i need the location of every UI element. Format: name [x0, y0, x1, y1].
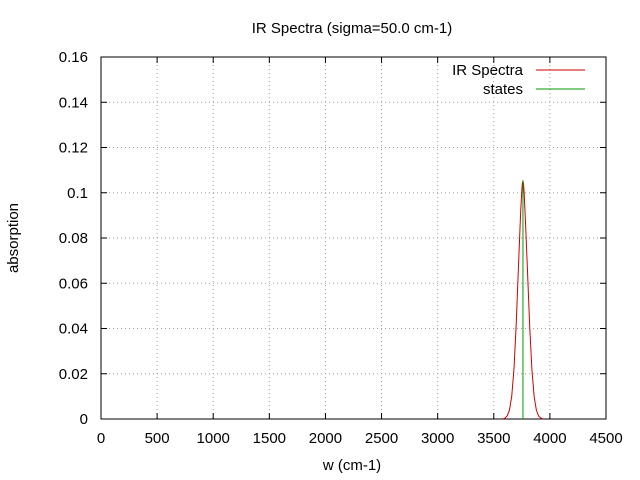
y-tick-label: 0.06 — [59, 275, 88, 292]
y-tick-label: 0.04 — [59, 321, 88, 338]
y-tick-label: 0.02 — [59, 366, 88, 383]
x-tick-label: 4500 — [589, 430, 622, 447]
y-axis-label: absorption — [5, 203, 22, 273]
x-tick-label: 3000 — [421, 430, 454, 447]
x-tick-labels: 0 500 1000 1500 2000 2500 3000 3500 4000 4500 — [97, 430, 623, 447]
x-tick-label: 1000 — [197, 430, 230, 447]
x-tick-label: 2500 — [365, 430, 398, 447]
legend-label: states — [483, 81, 523, 98]
x-tick-label: 4000 — [533, 430, 566, 447]
y-tick-label: 0.12 — [59, 140, 88, 157]
y-tick-label: 0.1 — [67, 185, 88, 202]
y-tick-label: 0.14 — [59, 94, 88, 111]
x-tick-label: 2000 — [309, 430, 342, 447]
chart-title: IR Spectra (sigma=50.0 cm-1) — [252, 20, 453, 37]
y-tick-label: 0.08 — [59, 230, 88, 247]
x-tick-label: 1500 — [253, 430, 286, 447]
y-tick-label: 0.16 — [59, 49, 88, 66]
grid — [101, 57, 606, 419]
x-tick-label: 500 — [145, 430, 170, 447]
y-tick-labels: 0 0.02 0.04 0.06 0.08 0.1 0.12 0.14 0.16 — [59, 49, 88, 428]
legend: IR Spectra states — [452, 62, 585, 98]
axis-ticks — [100, 56, 607, 420]
legend-label: IR Spectra — [452, 62, 524, 79]
y-tick-label: 0 — [80, 411, 88, 428]
x-axis-label: w (cm-1) — [322, 457, 381, 474]
series-layer — [502, 180, 544, 420]
x-tick-label: 3500 — [477, 430, 510, 447]
x-tick-label: 0 — [97, 430, 105, 447]
